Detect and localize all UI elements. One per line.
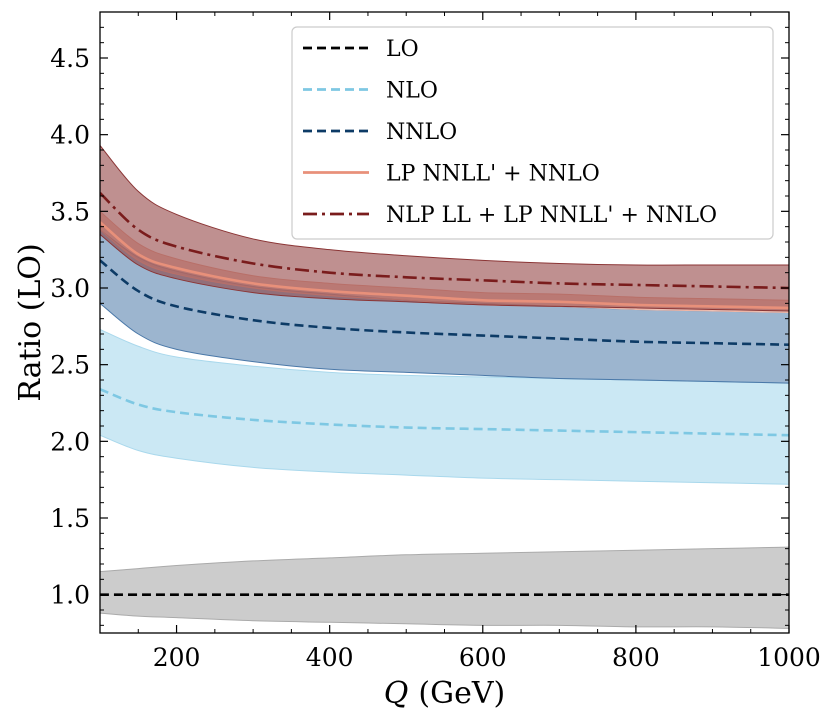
line-lp-nnll-nnlo (100, 221, 789, 310)
y-tick-label: 2.5 (50, 351, 90, 380)
y-tick-label: 1.5 (50, 504, 90, 533)
series-lines (100, 191, 789, 596)
x-tick-label: 800 (612, 643, 660, 672)
x-axis-label: Q (GeV) (384, 676, 505, 711)
y-tick-label: 1.0 (50, 581, 90, 610)
y-tick-label: 3.5 (50, 197, 90, 226)
line-nlp-ll-lp-nnll-nnlo (100, 191, 789, 290)
x-axis-unit: (GeV) (418, 676, 505, 711)
x-tick-label: 200 (153, 643, 201, 672)
line-nnlo (100, 259, 789, 347)
legend-label-nnlo: NNLO (386, 120, 457, 145)
legend: LO NLO NNLO LP NNLL' + NNLO NLP LL + LP NNLL… (291, 26, 774, 240)
legend-box (291, 26, 774, 240)
axes: 200 400 600 800 1000 1.0 1.5 2.0 2.5 3.0 3.5 4.0 4.5… (13, 11, 821, 711)
line-nlo (100, 387, 789, 437)
y-tick-label: 4.0 (50, 121, 90, 150)
legend-label-nlp-ll-lp-nnll-nnlo: NLP LL + LP NNLL' + NNLO (386, 203, 717, 228)
y-axis-label: Ratio (LO) (13, 243, 48, 401)
y-tick-label: 2.0 (50, 427, 90, 456)
band-nlp-ll-lp-nnll-nnlo (100, 144, 789, 312)
band-lo (100, 546, 789, 629)
x-axis-variable: Q (384, 676, 409, 711)
x-tick-label: 400 (306, 643, 354, 672)
x-tick-label: 600 (459, 643, 507, 672)
uncertainty-bands (100, 144, 789, 629)
y-tick-label: 4.5 (50, 44, 90, 73)
legend-label-nlo: NLO (386, 79, 438, 104)
legend-label-lo: LO (386, 37, 419, 62)
band-nlo (100, 328, 789, 485)
y-tick-label: 3.0 (50, 274, 90, 303)
legend-label-lp-nnll-nnlo: LP NNLL' + NNLO (386, 162, 600, 187)
x-tick-label: 1000 (757, 643, 821, 672)
